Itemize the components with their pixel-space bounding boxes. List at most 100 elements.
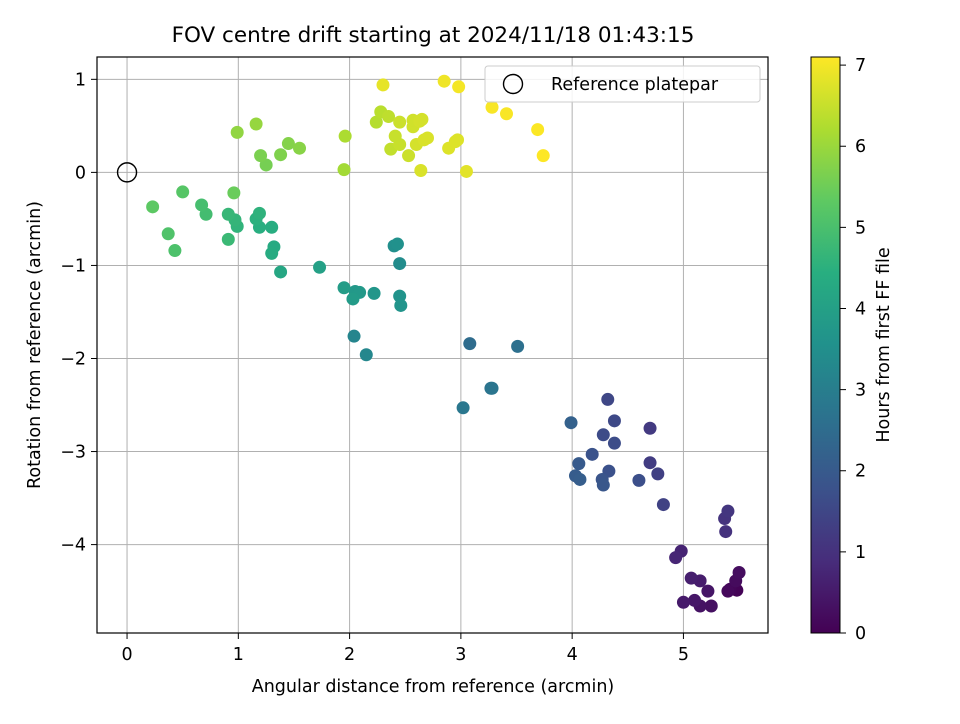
data-point bbox=[456, 401, 470, 415]
data-point bbox=[564, 416, 578, 430]
y-tick-label: −1 bbox=[60, 256, 86, 276]
data-point bbox=[656, 498, 670, 512]
data-point bbox=[676, 595, 690, 609]
data-point bbox=[573, 472, 587, 486]
data-point bbox=[643, 456, 657, 470]
colorbar-label: Hours from first FF file bbox=[874, 247, 894, 442]
data-point bbox=[254, 149, 268, 163]
data-point bbox=[347, 329, 361, 343]
y-tick-label: −3 bbox=[60, 443, 86, 463]
data-point bbox=[485, 381, 499, 395]
data-point bbox=[632, 473, 646, 487]
data-point bbox=[669, 551, 683, 565]
data-point bbox=[161, 227, 175, 241]
x-tick-label: 5 bbox=[678, 645, 689, 665]
reference-point-marker bbox=[116, 162, 138, 183]
data-point bbox=[393, 115, 407, 129]
x-tick-label: 2 bbox=[344, 645, 355, 665]
data-point bbox=[221, 232, 235, 246]
data-point bbox=[721, 584, 735, 598]
data-point bbox=[721, 504, 735, 518]
data-point bbox=[402, 149, 416, 163]
colorbar-tick-label: 6 bbox=[855, 137, 866, 157]
colorbar: 0 1 2 3 4 5 6 7 Hours from first FF file bbox=[810, 56, 894, 644]
data-point bbox=[572, 457, 586, 471]
data-point bbox=[414, 164, 428, 178]
data-point bbox=[511, 339, 525, 353]
data-point bbox=[688, 593, 702, 607]
data-point bbox=[601, 392, 615, 406]
data-point bbox=[359, 348, 373, 362]
colorbar-tick-label: 5 bbox=[855, 218, 866, 238]
colorbar-tick-label: 7 bbox=[855, 56, 866, 76]
data-point bbox=[415, 112, 429, 126]
x-axis-ticks: 0 1 2 3 4 5 bbox=[121, 633, 689, 665]
data-point bbox=[265, 220, 279, 234]
data-point bbox=[393, 137, 407, 151]
data-point bbox=[376, 78, 390, 92]
data-point bbox=[536, 149, 550, 163]
data-point bbox=[146, 200, 160, 214]
x-tick-label: 3 bbox=[455, 645, 466, 665]
data-point bbox=[596, 428, 610, 442]
y-tick-label: −2 bbox=[60, 349, 86, 369]
data-point bbox=[452, 80, 466, 94]
data-point bbox=[499, 107, 513, 121]
data-point bbox=[337, 281, 351, 295]
colorbar-tick-label: 4 bbox=[855, 299, 866, 319]
data-point bbox=[274, 148, 288, 162]
y-tick-label: 0 bbox=[75, 163, 86, 183]
data-point bbox=[701, 584, 715, 598]
data-points bbox=[116, 74, 746, 613]
data-point bbox=[719, 525, 733, 539]
data-point bbox=[367, 286, 381, 300]
data-point bbox=[168, 244, 182, 258]
data-point bbox=[732, 566, 746, 580]
data-point bbox=[651, 467, 665, 481]
data-point bbox=[227, 186, 241, 200]
data-point bbox=[459, 164, 473, 178]
data-point bbox=[585, 447, 599, 461]
data-point bbox=[394, 298, 408, 312]
data-point bbox=[346, 292, 360, 306]
data-point bbox=[265, 246, 279, 260]
data-point bbox=[221, 207, 235, 221]
data-point bbox=[393, 257, 407, 271]
data-point bbox=[437, 74, 451, 88]
data-point bbox=[420, 131, 434, 145]
grid bbox=[97, 57, 768, 633]
data-point bbox=[338, 129, 352, 143]
data-point bbox=[607, 414, 621, 428]
data-point bbox=[531, 123, 545, 137]
chart-title: FOV centre drift starting at 2024/11/18 … bbox=[172, 23, 695, 48]
colorbar-gradient bbox=[810, 56, 841, 634]
y-tick-label: 1 bbox=[75, 70, 86, 90]
colorbar-ticks: 0 1 2 3 4 5 6 7 bbox=[840, 56, 866, 644]
data-point bbox=[274, 265, 288, 279]
data-point bbox=[485, 100, 499, 114]
data-point bbox=[313, 260, 327, 274]
data-point bbox=[176, 185, 190, 199]
colorbar-tick-label: 2 bbox=[855, 462, 866, 482]
data-point bbox=[293, 141, 307, 155]
y-axis-label: Rotation from reference (arcmin) bbox=[25, 201, 45, 489]
data-point bbox=[252, 206, 266, 220]
data-point bbox=[463, 337, 477, 351]
colorbar-tick-label: 0 bbox=[855, 624, 866, 644]
data-point bbox=[704, 599, 718, 613]
plot-frame bbox=[96, 56, 769, 634]
x-tick-label: 1 bbox=[233, 645, 244, 665]
data-point bbox=[230, 125, 244, 139]
data-point bbox=[369, 115, 383, 129]
data-point bbox=[281, 137, 295, 151]
data-point bbox=[382, 110, 396, 124]
legend-box bbox=[484, 65, 761, 103]
x-tick-label: 4 bbox=[567, 645, 578, 665]
data-point bbox=[390, 237, 404, 251]
colorbar-tick-label: 1 bbox=[855, 543, 866, 563]
y-tick-label: −4 bbox=[60, 536, 86, 556]
data-point bbox=[607, 436, 621, 450]
data-point bbox=[195, 198, 209, 212]
